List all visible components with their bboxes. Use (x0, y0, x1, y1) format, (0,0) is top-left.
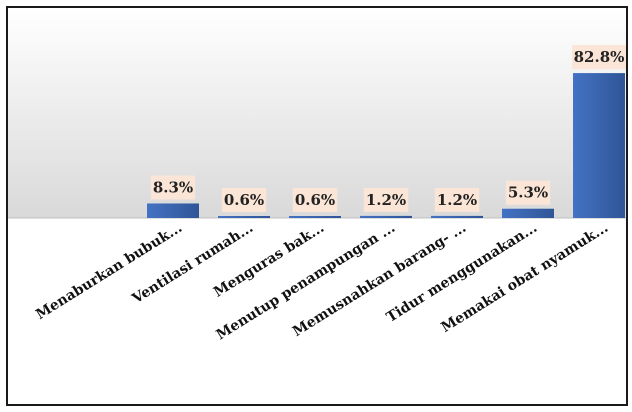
bar-5 (431, 215, 483, 218)
data-label-text: 1.2% (366, 191, 406, 209)
category-label-1: Menaburkan bubuk... (33, 220, 185, 323)
data-label-4: 1.2% (363, 187, 409, 212)
bars-layer (147, 73, 625, 218)
data-label-7: 82.8% (572, 45, 626, 70)
data-label-text: 82.8% (574, 48, 625, 66)
data-label-bg (505, 180, 551, 205)
bar-1 (147, 203, 199, 218)
bar-6 (502, 208, 554, 218)
data-label-3: 0.6% (292, 188, 338, 212)
data-labels-layer: 8.3% 0.6% 0.6% 1.2% 1.2% 5.3% 82.8% (150, 45, 626, 212)
data-label-text: 1.2% (437, 191, 477, 209)
bar-7 (573, 73, 625, 218)
bar-chart: 8.3% 0.6% 0.6% 1.2% 1.2% 5.3% 82.8% Menaburkan… (8, 8, 626, 344)
bar-3 (289, 216, 341, 218)
data-label-bg (292, 188, 338, 212)
data-label-text: 5.3% (508, 184, 548, 202)
category-labels-layer: Menaburkan bubuk...Ventilasi rumah...Men… (33, 220, 611, 344)
data-label-bg (150, 175, 196, 200)
data-label-text: 0.6% (224, 191, 264, 209)
bar-4 (360, 215, 412, 218)
data-label-6: 5.3% (505, 180, 551, 205)
data-label-1: 8.3% (150, 175, 196, 200)
data-label-bg (221, 188, 267, 212)
data-label-2: 0.6% (221, 188, 267, 212)
data-label-text: 0.6% (295, 191, 335, 209)
data-label-bg (363, 187, 409, 212)
data-label-bg (572, 45, 626, 70)
category-label-2: Ventilasi rumah... (129, 220, 256, 308)
data-label-5: 1.2% (434, 187, 480, 212)
data-label-text: 8.3% (153, 178, 193, 196)
bar-2 (218, 216, 270, 218)
chart-frame: 8.3% 0.6% 0.6% 1.2% 1.2% 5.3% 82.8% Menaburkan… (6, 6, 628, 406)
data-label-bg (434, 187, 480, 212)
